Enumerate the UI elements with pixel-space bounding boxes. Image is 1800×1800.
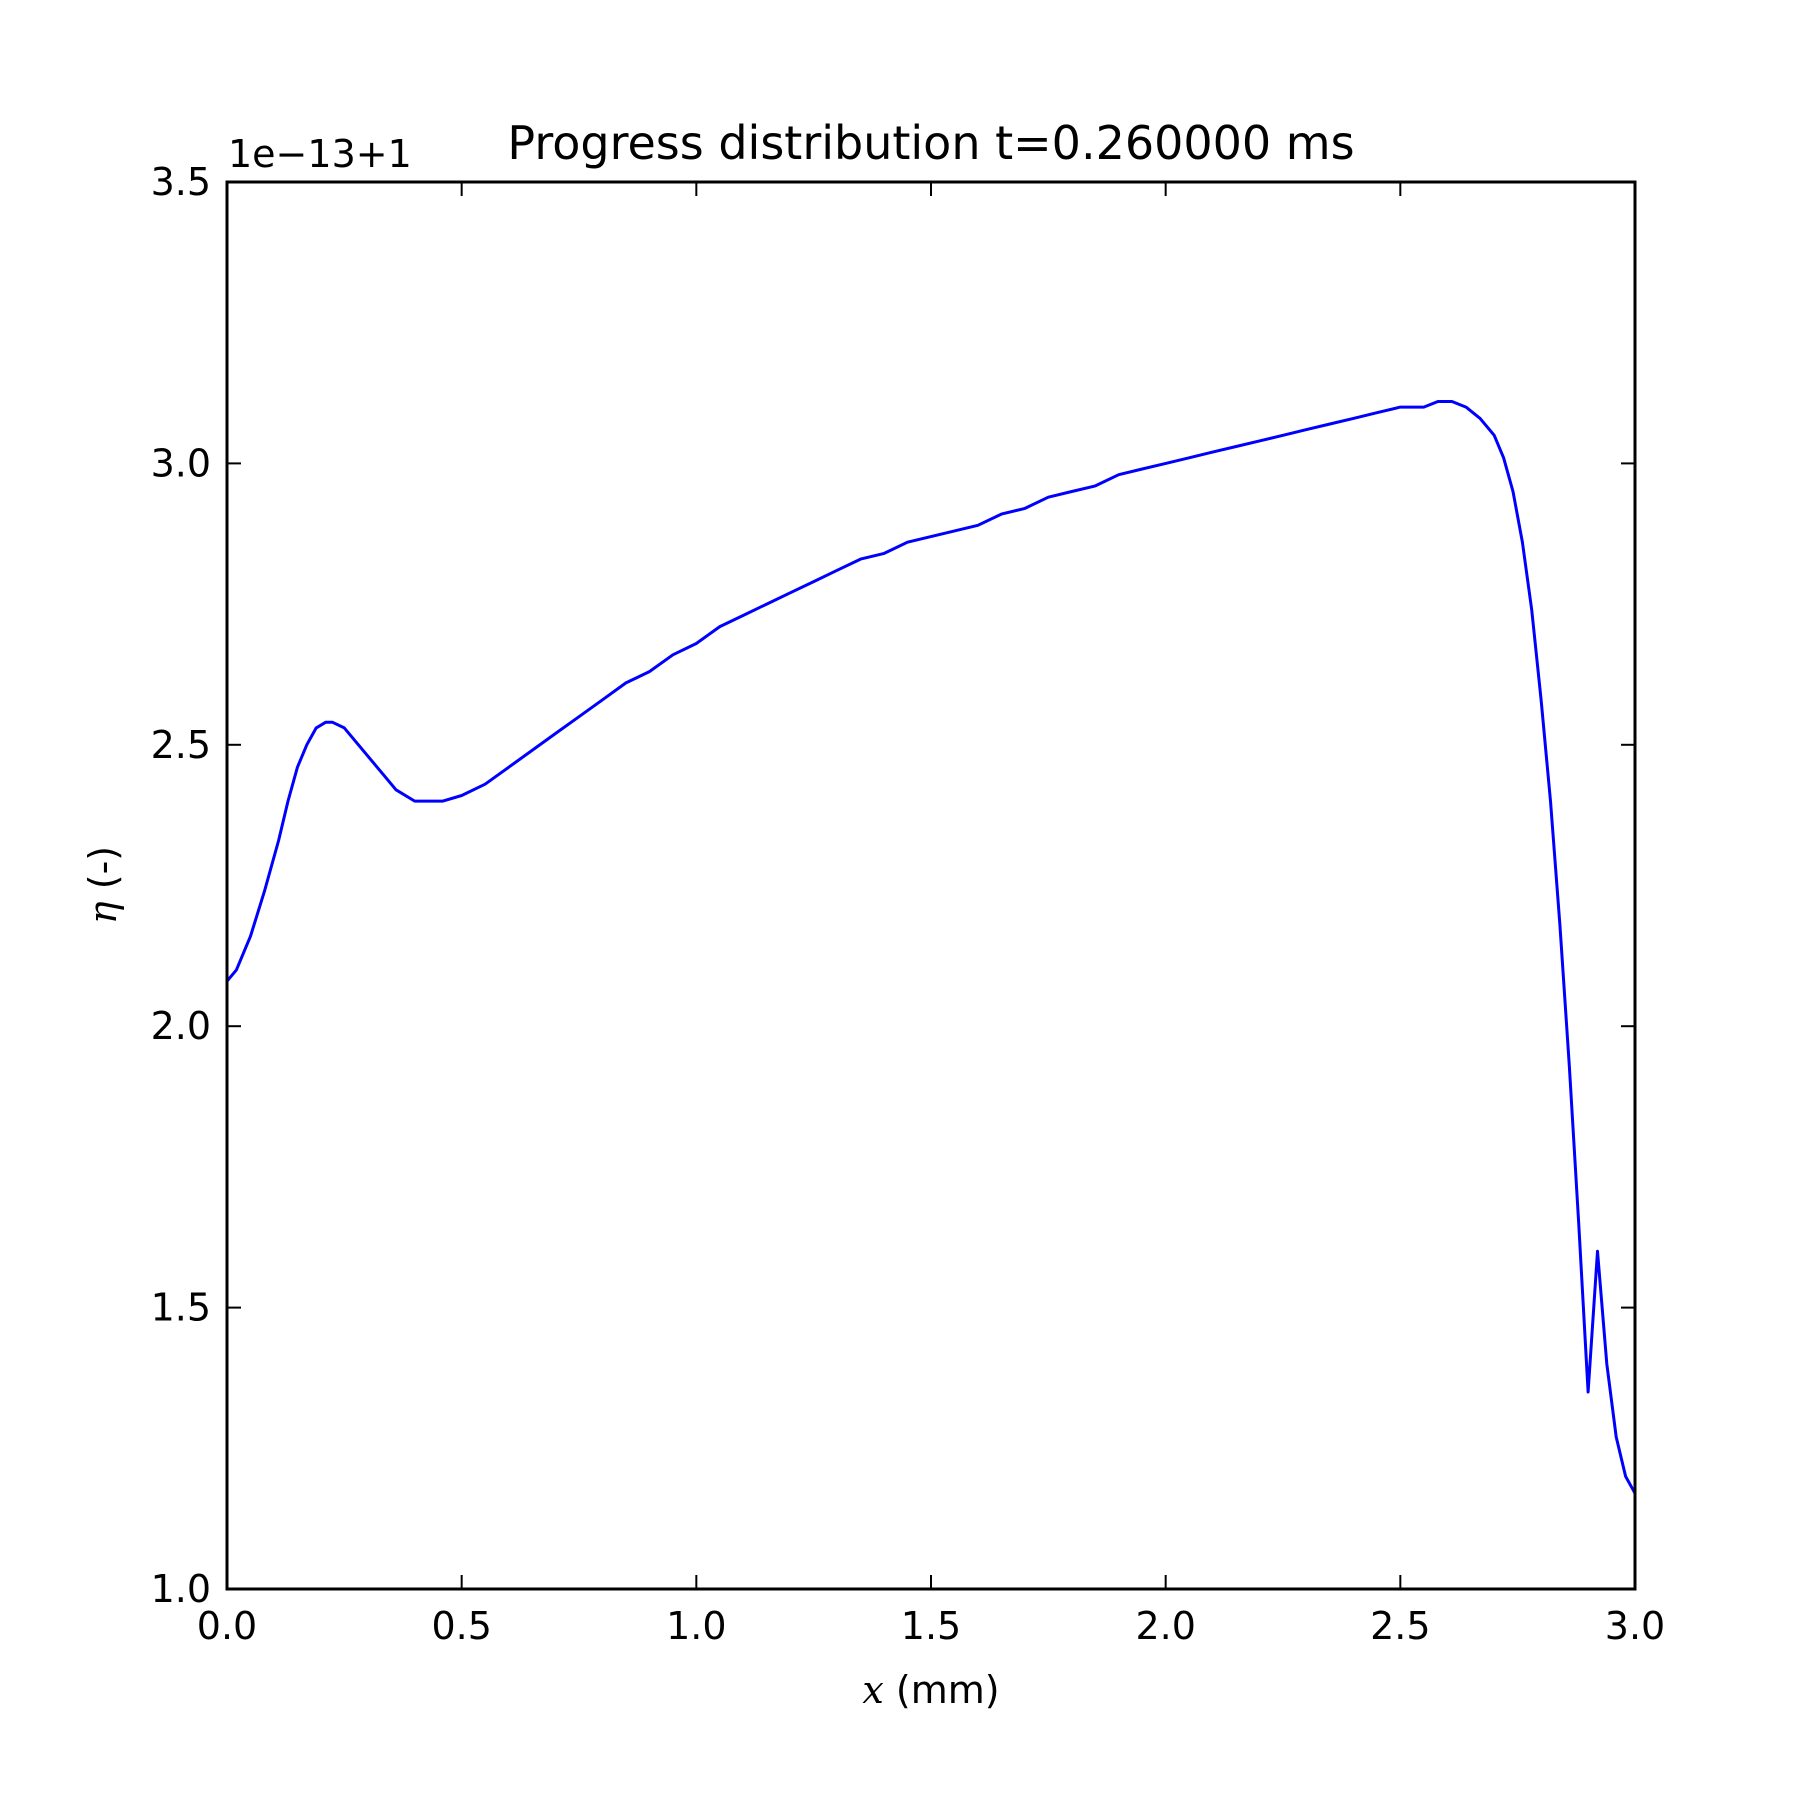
y-tick-label: 1.0 [151,1567,211,1611]
x-axis-ticks: 0.0 0.5 1.0 1.5 2.0 2.5 3.0 [197,182,1665,1648]
x-axis-unit: (mm) [884,1668,1000,1712]
x-tick-label: 3.0 [1605,1604,1665,1648]
series-line [225,400,1637,1495]
x-tick-label: 0.5 [431,1604,491,1648]
x-axis-label: x (mm) [862,1668,999,1712]
x-tick-label: 1.0 [666,1604,726,1648]
x-tick-label: 2.0 [1135,1604,1195,1648]
y-axis-symbol: η [81,901,125,924]
y-axis-unit: (-) [81,846,125,901]
y-tick-label: 2.0 [151,1004,211,1048]
y-axis-label: η (-) [81,846,125,924]
y-axis-ticks: 1.0 1.5 2.0 2.5 3.0 3.5 [151,160,1635,1611]
y-tick-label: 3.0 [151,441,211,485]
plot-area [227,182,1635,1589]
x-axis-symbol: x [862,1668,883,1712]
y-tick-label: 2.5 [151,723,211,767]
y-tick-label: 1.5 [151,1286,211,1330]
x-tick-label: 0.0 [197,1604,257,1648]
x-tick-label: 2.5 [1370,1604,1430,1648]
y-offset-text: 1e−13+1 [228,132,412,176]
chart-title: Progress distribution t=0.260000 ms [507,116,1354,170]
x-tick-label: 1.5 [901,1604,961,1648]
plot-frame [225,180,1637,1591]
y-tick-label: 3.5 [151,160,211,204]
